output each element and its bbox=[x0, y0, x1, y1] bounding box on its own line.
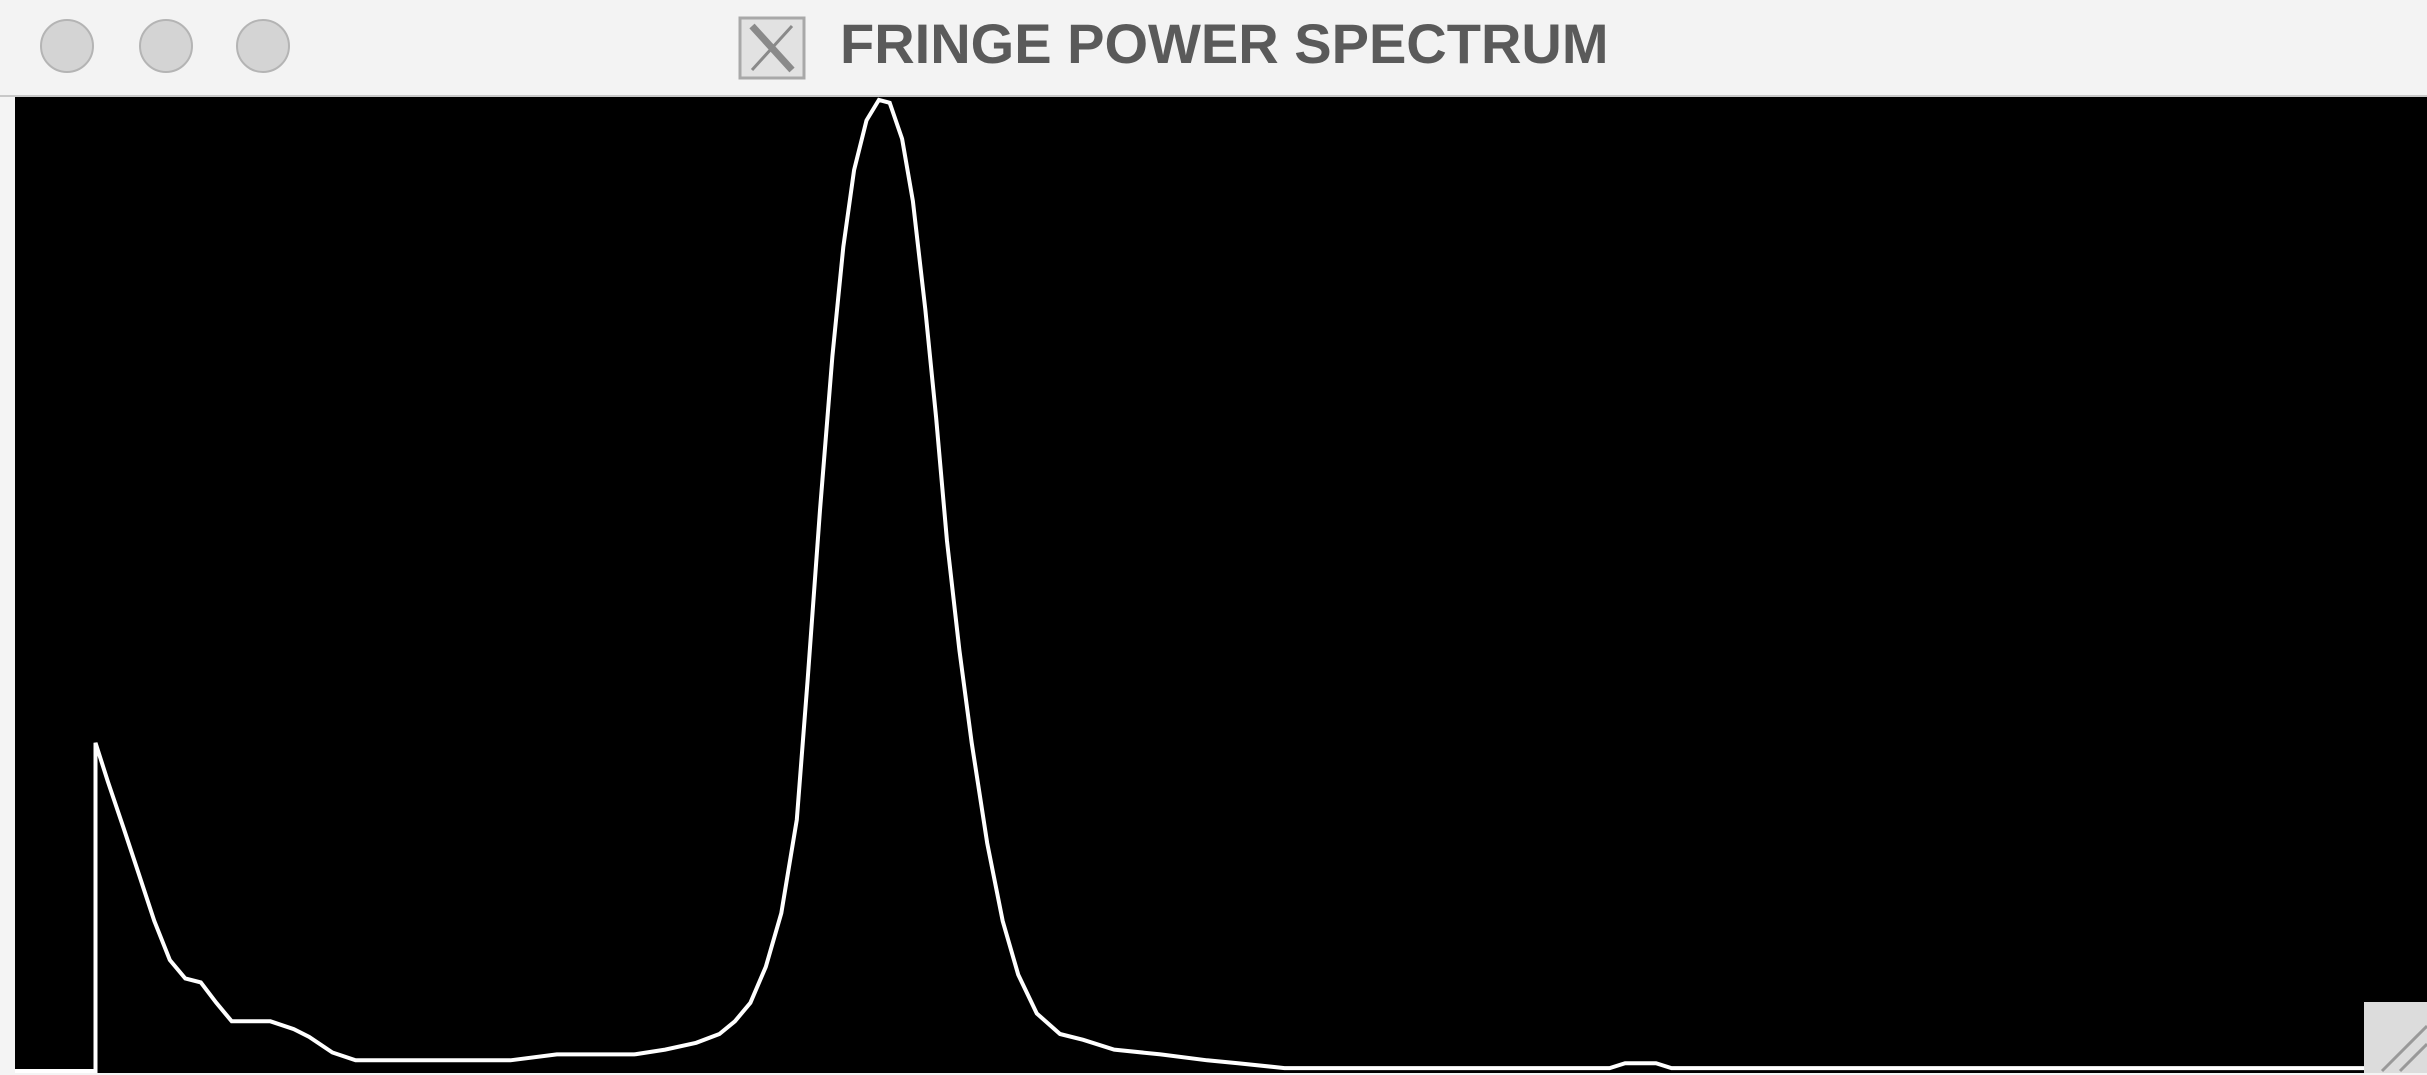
spectrum-line bbox=[15, 97, 2415, 1073]
plot-area bbox=[15, 97, 2427, 1073]
close-button[interactable] bbox=[40, 19, 94, 73]
title-bar bbox=[0, 0, 2427, 96]
resize-grip[interactable] bbox=[2364, 1002, 2427, 1073]
minimize-button[interactable] bbox=[139, 19, 193, 73]
zoom-button[interactable] bbox=[236, 19, 290, 73]
window-title: FRINGE POWER SPECTRUM bbox=[840, 12, 1608, 75]
x-icon bbox=[738, 16, 806, 80]
